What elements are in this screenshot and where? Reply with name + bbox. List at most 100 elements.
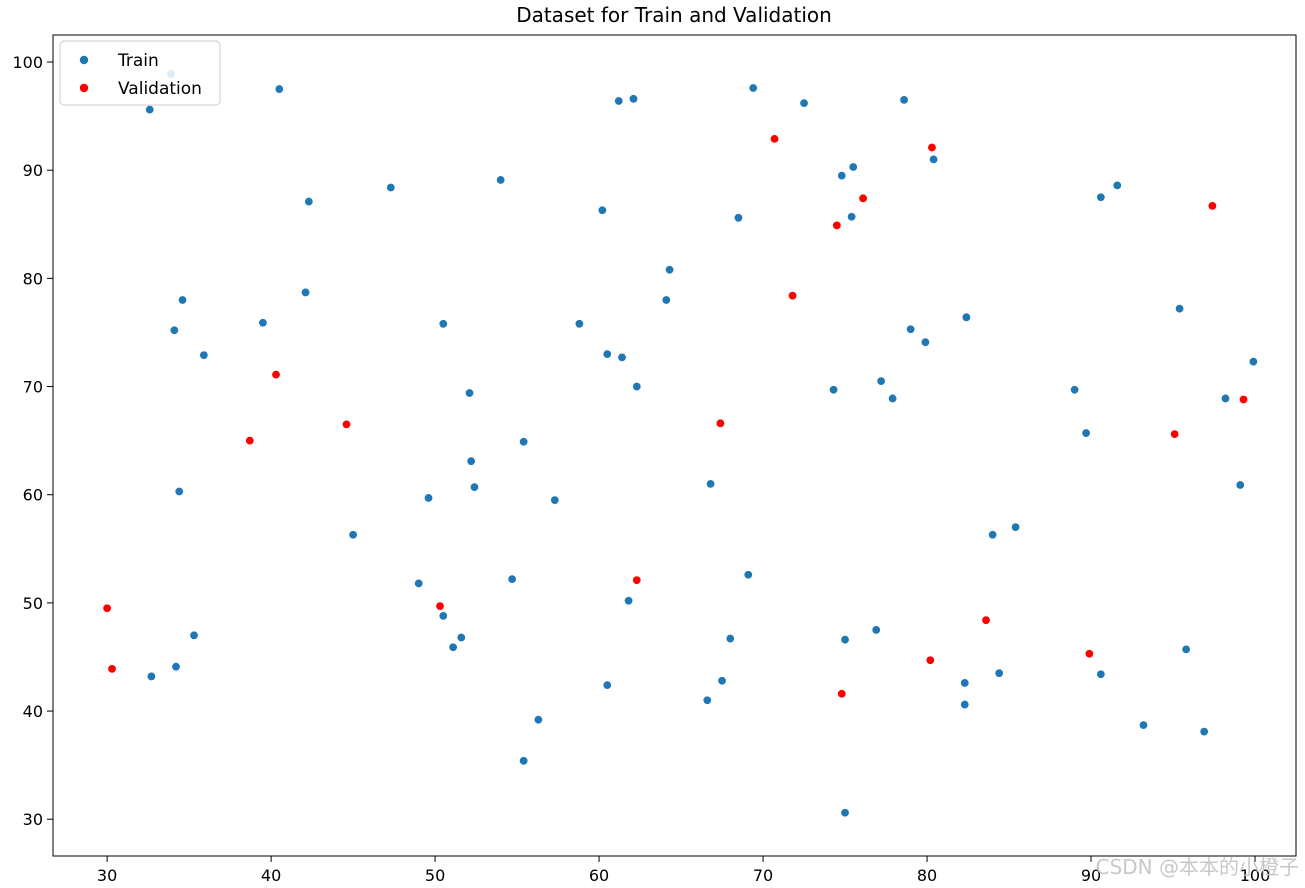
validation-point xyxy=(927,142,937,152)
train-point xyxy=(848,162,858,172)
y-tick-label: 40 xyxy=(23,702,43,721)
train-point xyxy=(624,596,634,606)
train-point xyxy=(507,574,517,584)
train-point xyxy=(178,295,188,305)
train-point xyxy=(274,84,284,94)
train-point xyxy=(438,611,448,621)
train-point xyxy=(1011,522,1021,532)
train-point xyxy=(906,324,916,334)
train-point xyxy=(469,482,479,492)
train-point xyxy=(717,676,727,686)
train-point xyxy=(617,352,627,362)
train-point xyxy=(597,205,607,215)
train-point xyxy=(189,630,199,640)
series-train xyxy=(145,69,1258,818)
train-point xyxy=(837,171,847,181)
plot-area: 30 40 50 60 70 80 90 100 30 40 50 60 70 80 90 100 xyxy=(12,34,1297,885)
train-point xyxy=(632,382,642,392)
train-point xyxy=(533,715,543,725)
validation-point xyxy=(1207,201,1217,211)
train-point xyxy=(1181,644,1191,654)
train-point xyxy=(1220,393,1230,403)
train-point xyxy=(519,437,529,447)
validation-point xyxy=(271,370,281,380)
x-tick-label: 90 xyxy=(1081,866,1101,885)
train-point xyxy=(1235,480,1245,490)
validation-point xyxy=(1239,395,1249,405)
train-point xyxy=(424,493,434,503)
train-point xyxy=(1248,357,1258,367)
y-tick-label: 80 xyxy=(23,269,43,288)
train-point xyxy=(465,388,475,398)
train-point xyxy=(840,808,850,818)
train-point xyxy=(960,700,970,710)
train-point xyxy=(725,634,735,644)
legend: Train Validation xyxy=(59,40,221,106)
x-tick-label: 80 xyxy=(917,866,937,885)
train-point xyxy=(1112,180,1122,190)
train-point xyxy=(466,456,476,466)
train-point xyxy=(702,695,712,705)
x-tick-label: 70 xyxy=(753,866,773,885)
x-tick-label: 50 xyxy=(425,866,445,885)
train-point xyxy=(456,632,466,642)
train-point xyxy=(199,350,209,360)
train-point xyxy=(888,393,898,403)
train-point xyxy=(1199,727,1209,737)
legend-marker-train xyxy=(79,55,89,65)
train-point xyxy=(574,319,584,329)
validation-point xyxy=(632,575,642,585)
validation-point xyxy=(342,419,352,429)
train-point xyxy=(706,479,716,489)
train-point xyxy=(174,486,184,496)
train-point xyxy=(960,678,970,688)
train-point xyxy=(899,95,909,105)
train-point xyxy=(301,287,311,297)
train-point xyxy=(550,495,560,505)
train-point xyxy=(602,349,612,359)
validation-point xyxy=(770,134,780,144)
train-point xyxy=(304,197,314,207)
train-point xyxy=(661,295,671,305)
validation-point xyxy=(1170,429,1180,439)
train-point xyxy=(614,96,624,106)
validation-point xyxy=(1084,649,1094,659)
train-point xyxy=(920,337,930,347)
plot-frame xyxy=(52,34,1297,857)
train-point xyxy=(929,154,939,164)
validation-point xyxy=(925,655,935,665)
validation-point xyxy=(837,689,847,699)
x-tick-label: 30 xyxy=(97,866,117,885)
train-point xyxy=(1096,669,1106,679)
validation-point xyxy=(788,291,798,301)
train-point xyxy=(847,212,857,222)
chart-title: Dataset for Train and Validation xyxy=(516,3,832,27)
validation-point xyxy=(832,220,842,230)
train-point xyxy=(145,105,155,115)
train-point xyxy=(438,319,448,329)
y-tick-label: 100 xyxy=(12,53,43,72)
train-point xyxy=(258,318,268,328)
train-point xyxy=(386,183,396,193)
train-point xyxy=(876,376,886,386)
train-point xyxy=(665,265,675,275)
train-point xyxy=(994,668,1004,678)
train-point xyxy=(519,756,529,766)
train-point xyxy=(1175,304,1185,314)
train-point xyxy=(829,385,839,395)
train-point xyxy=(171,662,181,672)
train-point xyxy=(840,635,850,645)
validation-point xyxy=(245,436,255,446)
train-point xyxy=(1070,385,1080,395)
validation-point xyxy=(435,601,445,611)
train-point xyxy=(871,625,881,635)
validation-point xyxy=(981,615,991,625)
legend-label-validation: Validation xyxy=(118,79,202,99)
train-point xyxy=(961,312,971,322)
legend-label-train: Train xyxy=(117,51,159,71)
train-point xyxy=(496,175,506,185)
series-validation xyxy=(102,134,1249,699)
train-point xyxy=(146,671,156,681)
validation-point xyxy=(858,193,868,203)
